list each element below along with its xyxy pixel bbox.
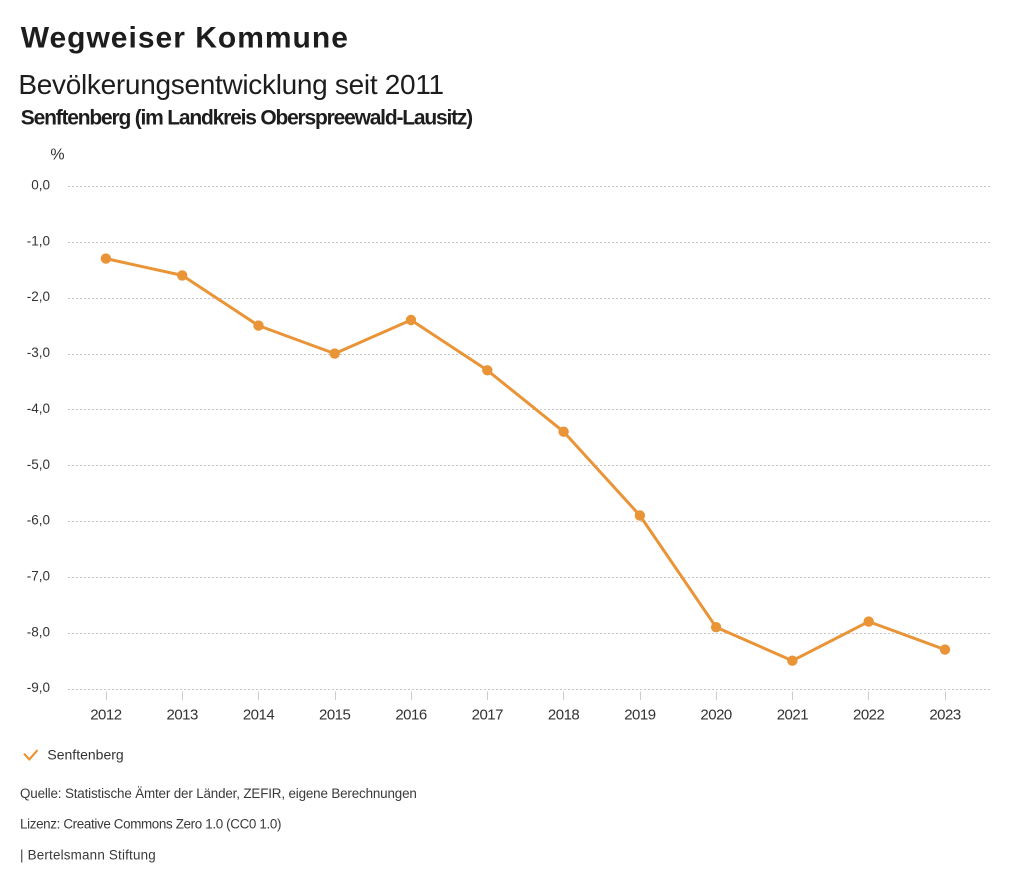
svg-text:Senftenberg: Senftenberg [47, 747, 123, 763]
svg-text:-1,0: -1,0 [27, 233, 50, 248]
svg-text:| Bertelsmann Stiftung: | Bertelsmann Stiftung [20, 848, 156, 863]
svg-text:-6,0: -6,0 [27, 513, 50, 528]
svg-text:-8,0: -8,0 [27, 624, 50, 639]
svg-text:Quelle: Statistische Ämter der: Quelle: Statistische Ämter der Länder, Z… [20, 786, 417, 801]
svg-text:2014: 2014 [243, 706, 275, 723]
svg-text:-3,0: -3,0 [27, 345, 50, 360]
svg-text:-9,0: -9,0 [27, 680, 50, 695]
svg-text:-2,0: -2,0 [27, 289, 50, 304]
svg-text:2021: 2021 [777, 706, 809, 723]
svg-text:-7,0: -7,0 [27, 568, 50, 583]
svg-text:Bevölkerungsentwicklung seit 2: Bevölkerungsentwicklung seit 2011 [18, 69, 443, 100]
svg-text:Senftenberg (im Landkreis Ober: Senftenberg (im Landkreis Oberspreewald-… [21, 107, 472, 130]
svg-text:2017: 2017 [472, 706, 504, 723]
svg-text:%: % [50, 147, 64, 164]
svg-text:Lizenz: Creative Commons Zero: Lizenz: Creative Commons Zero 1.0 (CC0 1… [20, 816, 281, 831]
svg-text:Wegweiser Kommune: Wegweiser Kommune [21, 21, 349, 54]
svg-text:-5,0: -5,0 [27, 457, 50, 472]
svg-text:2018: 2018 [548, 706, 580, 723]
svg-text:2012: 2012 [90, 706, 122, 723]
svg-text:2016: 2016 [395, 706, 427, 723]
svg-text:2023: 2023 [929, 706, 961, 723]
svg-text:2020: 2020 [700, 706, 732, 723]
svg-text:2019: 2019 [624, 706, 656, 723]
svg-text:-4,0: -4,0 [27, 401, 50, 416]
svg-text:2022: 2022 [853, 706, 885, 723]
svg-text:2015: 2015 [319, 706, 351, 723]
svg-text:0,0: 0,0 [31, 178, 50, 193]
svg-text:2013: 2013 [167, 706, 199, 723]
